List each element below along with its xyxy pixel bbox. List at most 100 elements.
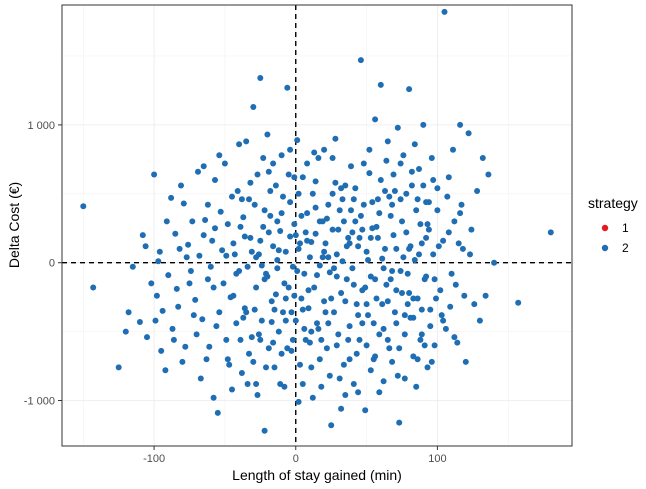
data-point: [399, 218, 405, 225]
data-point: [350, 196, 357, 203]
x-axis-title: Length of stay gained (min): [232, 467, 402, 483]
data-point: [179, 358, 186, 365]
data-point: [257, 237, 264, 244]
data-point: [306, 254, 313, 261]
data-point: [237, 336, 244, 343]
data-point: [233, 270, 240, 277]
data-point: [350, 381, 357, 387]
legend-swatch-1: [601, 224, 609, 232]
data-point: [282, 295, 289, 302]
data-point: [257, 75, 264, 81]
data-point: [387, 212, 394, 219]
data-point: [403, 229, 410, 236]
data-point: [417, 336, 424, 343]
data-point: [213, 323, 220, 330]
data-point: [434, 185, 441, 192]
data-point: [471, 301, 478, 308]
x-tick-label: 100: [428, 453, 446, 465]
data-point: [285, 284, 292, 291]
data-point: [363, 301, 370, 308]
data-point: [204, 201, 211, 208]
data-point: [445, 174, 452, 181]
data-point: [159, 307, 166, 314]
data-point: [129, 263, 136, 270]
data-point: [212, 225, 218, 232]
data-point: [357, 212, 364, 219]
data-point: [142, 243, 149, 250]
data-point: [195, 168, 201, 175]
data-point: [462, 358, 469, 365]
data-point: [292, 317, 299, 324]
data-points: [80, 8, 554, 434]
data-point: [244, 381, 251, 387]
data-point: [427, 323, 434, 330]
data-point: [339, 196, 346, 203]
data-point: [394, 372, 401, 379]
data-point: [452, 281, 459, 288]
data-point: [335, 226, 342, 233]
data-point: [374, 196, 381, 203]
data-point: [216, 309, 223, 316]
data-point: [162, 367, 169, 374]
data-point: [362, 284, 369, 291]
data-point: [355, 312, 362, 319]
data-point: [254, 392, 261, 398]
y-axis-ticks: -1 000 0 1 000: [24, 120, 62, 408]
data-point: [380, 325, 387, 332]
data-point: [345, 336, 352, 343]
data-point: [272, 291, 279, 298]
data-point: [299, 381, 306, 387]
data-point: [390, 171, 397, 178]
data-point: [289, 263, 296, 270]
data-point: [260, 223, 267, 230]
data-point: [244, 263, 251, 270]
data-point: [212, 177, 218, 183]
data-point: [390, 232, 397, 239]
data-point: [230, 292, 237, 299]
data-point: [311, 149, 318, 156]
data-point: [377, 177, 384, 183]
data-point: [175, 303, 182, 310]
data-point: [178, 182, 184, 189]
data-point: [176, 245, 183, 252]
data-point: [447, 303, 454, 310]
data-point: [365, 312, 371, 319]
data-point: [263, 364, 269, 371]
data-point: [413, 207, 420, 214]
data-point: [231, 251, 238, 258]
data-point: [418, 306, 425, 313]
data-point: [474, 188, 481, 194]
data-point: [461, 292, 468, 299]
data-point: [353, 350, 360, 357]
data-point: [414, 196, 421, 203]
data-point: [410, 295, 417, 302]
data-point: [440, 317, 447, 324]
data-point: [254, 171, 261, 178]
data-point: [420, 121, 427, 128]
data-point: [301, 325, 308, 332]
data-point: [315, 325, 322, 332]
data-point: [321, 146, 328, 153]
data-point: [393, 320, 400, 327]
data-point: [240, 214, 247, 221]
data-point: [372, 116, 379, 123]
data-point: [282, 317, 289, 324]
data-point: [328, 295, 335, 302]
data-point: [340, 218, 347, 225]
data-point: [410, 314, 417, 321]
data-point: [362, 407, 369, 414]
data-point: [253, 284, 260, 291]
data-point: [315, 155, 322, 161]
data-point: [257, 336, 264, 343]
data-point: [297, 361, 303, 368]
data-point: [214, 409, 221, 416]
data-point: [373, 295, 380, 302]
data-point: [391, 188, 398, 194]
data-point: [455, 240, 462, 247]
data-point: [416, 166, 422, 172]
data-point: [291, 292, 298, 299]
data-point: [312, 204, 319, 211]
data-point: [414, 356, 421, 363]
data-point: [180, 200, 187, 207]
data-point: [280, 193, 286, 200]
